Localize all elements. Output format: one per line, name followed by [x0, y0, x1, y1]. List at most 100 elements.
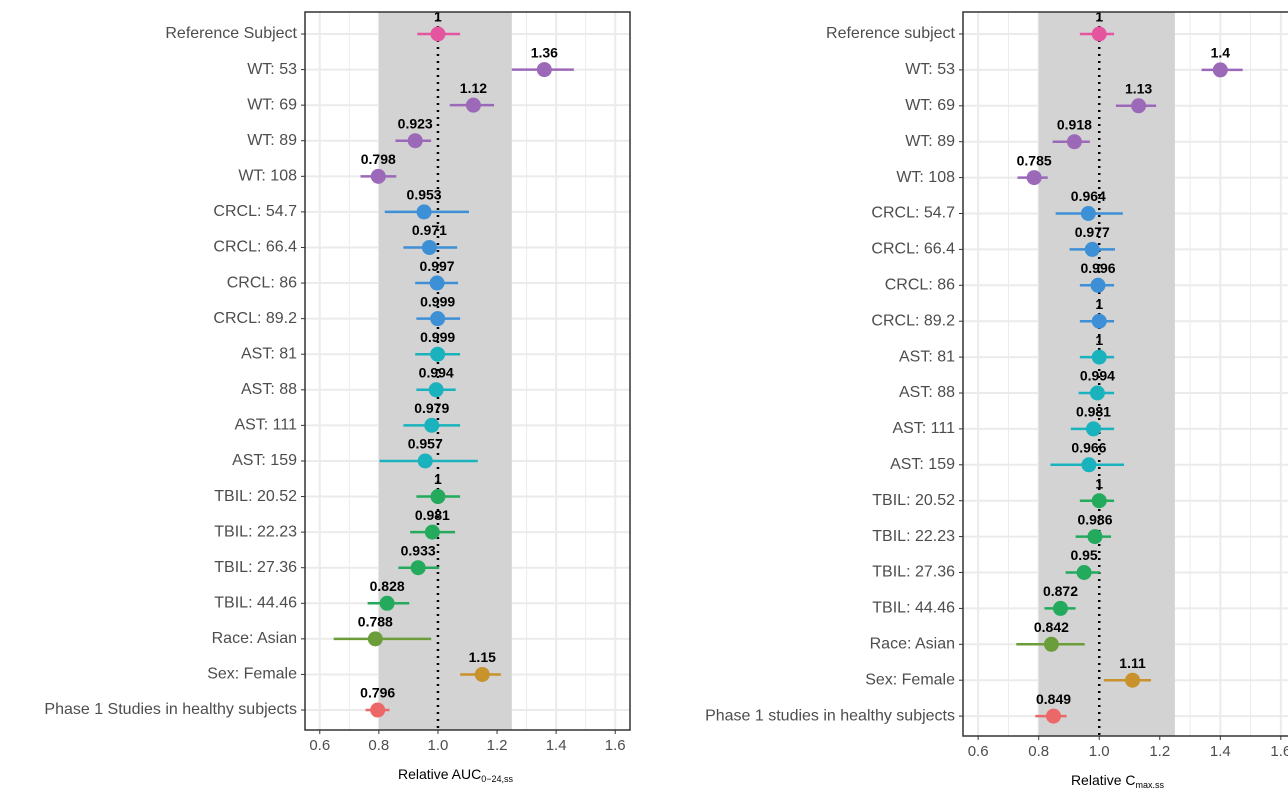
value-label: 1.4 — [1211, 45, 1231, 61]
category-label: CRCL: 86 — [227, 274, 297, 291]
category-label: TBIL: 27.36 — [214, 559, 297, 576]
category-label: Reference Subject — [165, 25, 297, 42]
category-label: TBIL: 20.52 — [214, 488, 297, 505]
category-label: CRCL: 89.2 — [871, 312, 955, 329]
x-tick-label: 1.2 — [487, 737, 508, 754]
value-label: 0.918 — [1057, 116, 1092, 132]
value-label: 1 — [434, 471, 442, 487]
point — [536, 62, 552, 78]
x-axis-title-sub: max.ss — [1136, 780, 1165, 790]
category-label: TBIL: 44.46 — [872, 600, 955, 617]
category-label: AST: 81 — [241, 345, 297, 362]
point — [1085, 421, 1101, 437]
point — [1091, 26, 1107, 42]
x-tick-label: 1.4 — [546, 737, 567, 754]
value-label: 0.872 — [1043, 583, 1078, 599]
value-label: 0.971 — [412, 222, 447, 238]
x-axis-title-sub: 0−24,ss — [481, 774, 513, 784]
point — [1081, 457, 1097, 473]
point — [370, 168, 386, 184]
category-label: AST: 159 — [232, 452, 297, 469]
category-label: AST: 111 — [892, 420, 955, 437]
value-label: 1 — [1095, 9, 1103, 25]
value-label: 0.796 — [360, 685, 395, 701]
category-label: AST: 88 — [241, 381, 297, 398]
x-tick-label: 0.6 — [309, 737, 330, 754]
panel-border — [962, 11, 1288, 737]
point — [1125, 672, 1141, 688]
x-tick-label: 1.4 — [1210, 743, 1231, 760]
point — [1026, 170, 1042, 186]
category-label: WT: 108 — [896, 169, 955, 186]
value-label: 0.828 — [370, 578, 405, 594]
category-label: CRCL: 66.4 — [871, 241, 955, 258]
category-label: Sex: Female — [207, 666, 297, 683]
x-tick-label: 1.2 — [1149, 743, 1170, 760]
point — [1087, 529, 1103, 545]
reference-band — [378, 12, 512, 730]
category-label: WT: 89 — [905, 133, 955, 150]
point — [474, 666, 490, 682]
point — [407, 133, 423, 149]
value-label: 0.986 — [1077, 511, 1112, 527]
value-label: 0.994 — [419, 365, 454, 381]
x-axis-title-main: Relative C — [1071, 772, 1136, 788]
value-label: 1 — [1095, 475, 1103, 491]
value-label: 0.999 — [420, 293, 455, 309]
category-label: WT: 69 — [247, 96, 297, 113]
value-label: 1.15 — [469, 649, 496, 665]
value-label: 1 — [1095, 296, 1103, 312]
category-label: TBIL: 44.46 — [214, 594, 297, 611]
value-label: 0.964 — [1071, 188, 1106, 204]
value-label: 0.977 — [1075, 224, 1110, 240]
point — [410, 560, 426, 576]
category-label: Race: Asian — [212, 630, 297, 647]
x-tick-label: 0.8 — [1028, 743, 1049, 760]
value-label: 0.785 — [1017, 152, 1052, 168]
value-label: 0.981 — [415, 507, 450, 523]
point — [465, 97, 481, 113]
value-label: 0.999 — [420, 329, 455, 345]
category-label: AST: 111 — [234, 417, 297, 434]
point — [417, 453, 433, 469]
x-tick-label: 0.6 — [968, 743, 989, 760]
point — [1091, 349, 1107, 365]
category-label: TBIL: 22.23 — [872, 528, 955, 545]
point — [1052, 600, 1068, 616]
category-label: TBIL: 20.52 — [872, 492, 955, 509]
category-label: Sex: Female — [865, 671, 955, 688]
x-tick-label: 1.0 — [1089, 743, 1110, 760]
value-label: 0.849 — [1036, 691, 1071, 707]
value-label: 1.13 — [1125, 81, 1152, 97]
category-label: AST: 88 — [899, 384, 955, 401]
x-axis-title: Relative AUC0−24,ss — [398, 766, 514, 785]
category-label: AST: 81 — [899, 348, 955, 365]
value-label: 0.966 — [1071, 440, 1106, 456]
point — [424, 417, 440, 433]
point — [416, 204, 432, 220]
point — [1080, 206, 1096, 221]
value-label: 0.957 — [408, 436, 443, 452]
category-label: Phase 1 Studies in healthy subjects — [44, 701, 297, 718]
category-label: TBIL: 22.23 — [214, 523, 297, 540]
point — [421, 239, 437, 255]
point — [430, 26, 446, 42]
point — [1043, 636, 1059, 652]
point — [1076, 565, 1092, 580]
point — [1131, 98, 1147, 114]
value-label: 0.979 — [414, 400, 449, 416]
point — [367, 631, 383, 647]
value-label: 0.933 — [401, 542, 436, 558]
point — [429, 275, 445, 291]
value-label: 0.842 — [1034, 619, 1069, 635]
x-axis-title: Relative Cmax.ss — [1071, 772, 1165, 791]
point — [1091, 493, 1107, 509]
category-label: CRCL: 86 — [885, 277, 955, 294]
value-label: 0.953 — [407, 187, 442, 203]
x-tick-label: 0.8 — [368, 737, 389, 754]
point — [1084, 241, 1100, 257]
point — [379, 595, 395, 611]
value-label: 0.981 — [1076, 404, 1111, 420]
